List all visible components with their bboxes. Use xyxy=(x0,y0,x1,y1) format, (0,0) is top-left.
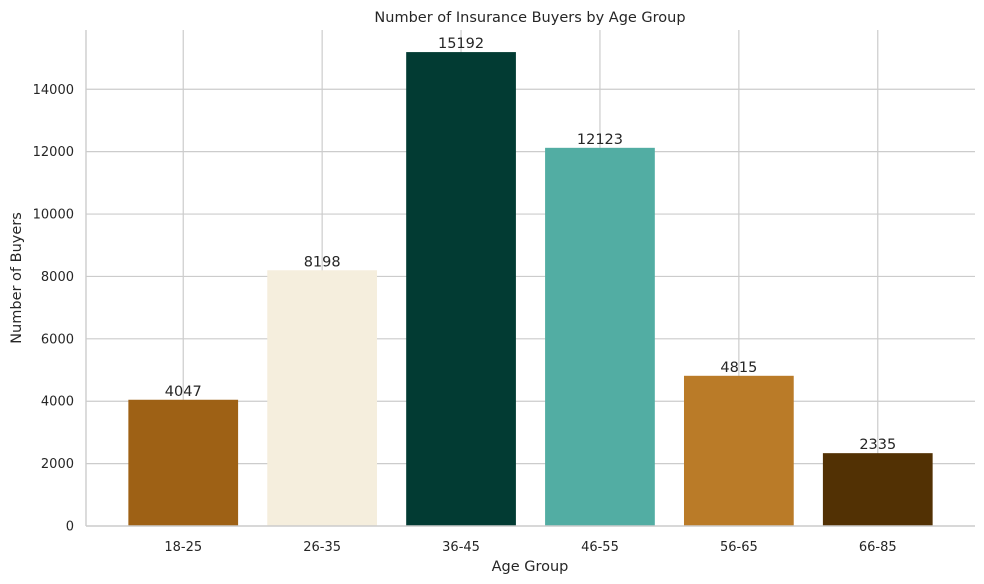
bar-value-label: 2335 xyxy=(859,437,896,453)
y-tick-label: 12000 xyxy=(33,145,74,160)
y-tick-label: 0 xyxy=(66,520,74,535)
y-tick-label: 8000 xyxy=(41,270,74,285)
bar-value-label: 15192 xyxy=(438,36,484,52)
bar-46-55 xyxy=(545,147,655,526)
y-tick-label: 10000 xyxy=(33,208,74,223)
bar-value-label: 12123 xyxy=(577,132,623,148)
bars xyxy=(128,52,933,527)
bar-value-label: 4815 xyxy=(720,360,757,376)
x-tick-label: 56-65 xyxy=(720,540,758,555)
y-tick-label: 2000 xyxy=(41,457,74,472)
bar-66-85 xyxy=(822,453,933,526)
x-tick-label: 26-35 xyxy=(303,540,341,555)
y-axis-label: Number of Buyers xyxy=(9,212,25,344)
x-tick-label: 18-25 xyxy=(164,540,202,555)
x-tick-labels: 18-25 26-35 36-45 46-55 56-65 66-85 xyxy=(164,540,896,555)
bar-26-35 xyxy=(267,270,378,526)
x-tick-label: 66-85 xyxy=(859,540,897,555)
y-tick-labels: 0 2000 4000 6000 8000 10000 12000 14000 xyxy=(33,83,74,535)
x-tick-label: 46-55 xyxy=(581,540,619,555)
bar-value-label: 4047 xyxy=(165,384,202,400)
x-tick-label: 36-45 xyxy=(442,540,480,555)
bar-36-45 xyxy=(406,52,516,527)
y-tick-label: 6000 xyxy=(41,332,74,347)
bar-18-25 xyxy=(128,399,239,526)
bar-value-label: 8198 xyxy=(304,254,341,270)
x-axis-label: Age Group xyxy=(492,559,569,575)
y-tick-label: 4000 xyxy=(41,395,74,410)
data-labels: 4047 8198 15192 12123 4815 2335 xyxy=(165,36,896,453)
y-tick-label: 14000 xyxy=(33,83,74,98)
bar-56-65 xyxy=(683,375,794,526)
chart-title: Number of Insurance Buyers by Age Group xyxy=(374,10,685,26)
